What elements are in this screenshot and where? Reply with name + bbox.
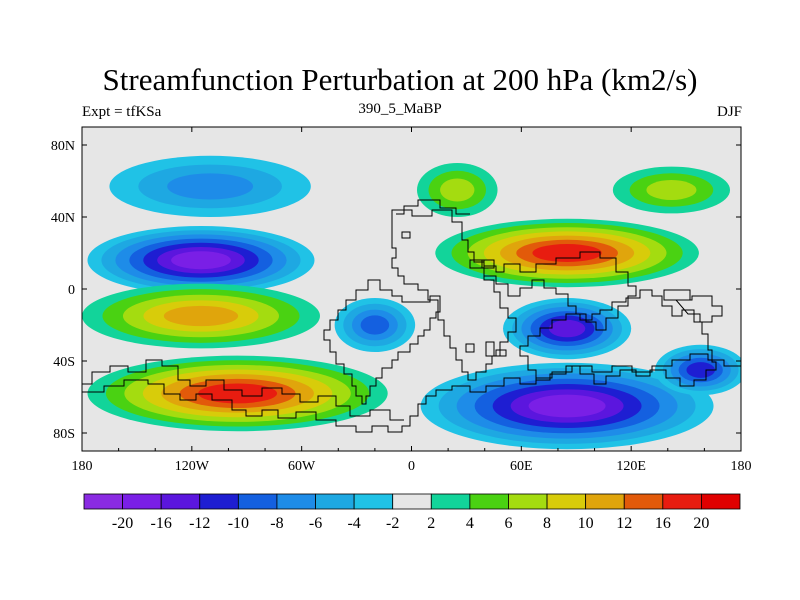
colorbar-box-11 xyxy=(508,493,548,510)
contour-band-3-6 xyxy=(198,383,278,404)
x-tick-label-2: 60W xyxy=(288,459,316,474)
contour-band-4-2 xyxy=(440,178,475,202)
colorbar-label-0: -20 xyxy=(112,515,133,532)
colorbar-box-9 xyxy=(430,493,471,510)
contour-band-6-6 xyxy=(532,244,602,262)
colorbar-box-10 xyxy=(469,493,509,510)
coastline-africa xyxy=(391,209,517,381)
colorbar-box-6 xyxy=(315,493,355,510)
colorbar-box-4 xyxy=(237,493,278,510)
colorbar-box-1 xyxy=(122,493,162,510)
coastline-asia xyxy=(469,251,637,331)
case-label: 390_5_MaBP xyxy=(358,101,442,117)
coastline-australia xyxy=(519,289,717,387)
colorbar-label-2: -12 xyxy=(189,515,210,532)
contour-band-9-6 xyxy=(528,394,606,418)
colorbar-box-12 xyxy=(546,493,587,510)
contour-band-8-5 xyxy=(548,319,586,338)
x-tick-label-1: 120W xyxy=(175,459,210,474)
colorbar-label-5: -6 xyxy=(309,515,322,532)
colorbar-label-4: -8 xyxy=(270,515,283,532)
coastline-south-america xyxy=(323,279,441,405)
colorbar-box-3 xyxy=(199,493,239,510)
colorbar-label-14: 16 xyxy=(655,515,671,532)
colorbar-box-0 xyxy=(83,493,123,510)
coastlines xyxy=(82,199,741,433)
colorbar-label-11: 8 xyxy=(543,515,551,532)
contour-field xyxy=(82,127,741,451)
x-tick-label-4: 60E xyxy=(510,459,533,474)
colorbar-box-16 xyxy=(701,493,741,510)
colorbar-label-12: 10 xyxy=(578,515,594,532)
x-tick-label-5: 120E xyxy=(616,459,646,474)
colorbar-box-13 xyxy=(585,493,625,510)
x-tick-label-0: 180 xyxy=(72,459,93,474)
colorbar-label-6: -4 xyxy=(347,515,360,532)
contour-band-7-3 xyxy=(360,315,390,335)
contour-band-1-6 xyxy=(171,251,231,270)
contour-band-5-2 xyxy=(646,180,697,200)
contour-band-2-4 xyxy=(163,305,239,327)
chart-title: Streamfunction Perturbation at 200 hPa (… xyxy=(102,62,698,97)
coastline-antarctica xyxy=(82,353,741,433)
colorbar: -20 -16 -12 -10 -8 -6 -4 -2 2 4 6 8 10 12 16 20 xyxy=(83,493,741,532)
colorbar-label-7: -2 xyxy=(386,515,399,532)
colorbar-box-2 xyxy=(160,493,201,510)
y-tick-label-3: 40S xyxy=(53,355,75,370)
season-label: DJF xyxy=(716,104,742,120)
y-tick-label-1: 40N xyxy=(51,211,75,226)
axes: 180 120W 60W 0 60E 120E 180 80N 40N 0 40S 80S xyxy=(51,127,752,474)
coastline-antarctica-north xyxy=(82,359,404,421)
experiment-label: Expt = tfKSa xyxy=(82,104,162,120)
x-tick-label-6: 180 xyxy=(731,459,752,474)
contour-band-10-4 xyxy=(686,362,716,378)
colorbar-box-14 xyxy=(623,493,664,510)
colorbar-label-3: -10 xyxy=(228,515,249,532)
coastline-europe xyxy=(396,199,470,239)
colorbar-label-9: 4 xyxy=(466,515,474,532)
colorbar-label-8: 2 xyxy=(427,515,435,532)
y-tick-label-0: 80N xyxy=(51,139,75,154)
colorbar-label-1: -16 xyxy=(151,515,172,532)
colorbar-box-15 xyxy=(662,493,702,510)
colorbar-box-7 xyxy=(353,493,394,510)
y-tick-label-4: 80S xyxy=(53,427,75,442)
coastline-islands xyxy=(465,259,723,357)
colorbar-label-10: 6 xyxy=(504,515,512,532)
colorbar-label-13: 12 xyxy=(616,515,632,532)
x-tick-label-3: 0 xyxy=(408,459,415,474)
colorbar-box-8 xyxy=(392,493,432,510)
colorbar-box-5 xyxy=(276,493,316,510)
contour-band-0-2 xyxy=(167,173,254,200)
y-tick-label-2: 0 xyxy=(68,283,75,298)
colorbar-label-15: 20 xyxy=(693,515,709,532)
